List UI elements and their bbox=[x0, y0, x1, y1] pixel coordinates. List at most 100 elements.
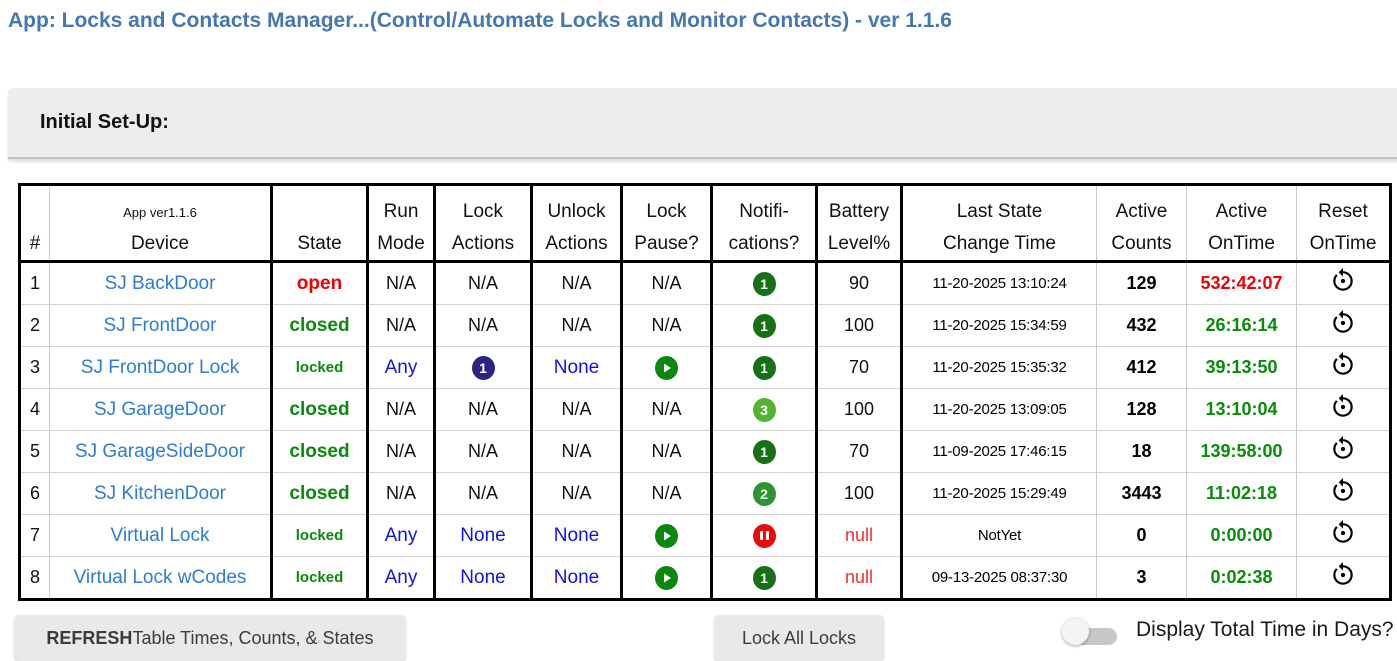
cell-notifications: 1 bbox=[712, 431, 817, 473]
cell-lock-pause: N/A bbox=[622, 431, 712, 473]
notifications-count-badge[interactable]: 2 bbox=[753, 482, 776, 506]
cell-num: 6 bbox=[20, 473, 50, 515]
lock-all-locks-button[interactable]: Lock All Locks bbox=[714, 615, 884, 661]
state-text: locked bbox=[296, 359, 344, 376]
notifications-count-badge[interactable]: 1 bbox=[753, 272, 776, 296]
lock-actions-link[interactable]: None bbox=[460, 525, 505, 546]
active-counts: 412 bbox=[1126, 357, 1156, 377]
pause-icon[interactable] bbox=[753, 524, 776, 548]
device-link[interactable]: SJ KitchenDoor bbox=[94, 483, 226, 504]
last-change-time: 11-20-2025 15:34:59 bbox=[932, 317, 1066, 334]
unlock-actions-na-text: N/A bbox=[561, 399, 591, 419]
reset-ontime-icon[interactable] bbox=[1330, 310, 1356, 336]
run-mode-na-text: N/A bbox=[386, 483, 416, 503]
cell-battery: 100 bbox=[817, 305, 902, 347]
cell-ontime: 139:58:00 bbox=[1187, 431, 1297, 473]
days-toggle[interactable] bbox=[1062, 617, 1122, 657]
active-counts: 18 bbox=[1131, 441, 1151, 461]
cell-lock-pause: N/A bbox=[622, 305, 712, 347]
run-mode-link[interactable]: Any bbox=[385, 357, 418, 378]
play-icon[interactable] bbox=[655, 524, 678, 548]
cell-run-mode: N/A bbox=[368, 305, 435, 347]
lock-actions-na-text: N/A bbox=[468, 315, 498, 335]
device-link[interactable]: SJ FrontDoor bbox=[104, 315, 217, 336]
notifications-count-badge[interactable]: 1 bbox=[753, 566, 776, 590]
lock-actions-na-text: N/A bbox=[468, 483, 498, 503]
run-mode-na-text: N/A bbox=[386, 273, 416, 293]
cell-run-mode: Any bbox=[368, 557, 435, 600]
active-counts: 0 bbox=[1136, 525, 1146, 545]
state-text: locked bbox=[296, 569, 344, 586]
run-mode-na-text: N/A bbox=[386, 441, 416, 461]
cell-lock-actions: N/A bbox=[435, 389, 532, 431]
lock-actions-link[interactable]: None bbox=[460, 567, 505, 588]
row-number: 5 bbox=[30, 441, 40, 461]
col-header-lock_pause: LockPause? bbox=[622, 185, 712, 262]
device-link[interactable]: SJ GarageDoor bbox=[94, 399, 226, 420]
reset-ontime-icon[interactable] bbox=[1330, 352, 1356, 378]
active-ontime: 11:02:18 bbox=[1206, 483, 1277, 503]
device-link[interactable]: SJ GarageSideDoor bbox=[75, 441, 245, 462]
notifications-count-badge[interactable]: 1 bbox=[753, 440, 776, 464]
notifications-count-badge[interactable]: 1 bbox=[753, 356, 776, 380]
cell-last-change: 11-20-2025 15:35:32 bbox=[902, 347, 1097, 389]
reset-ontime-icon[interactable] bbox=[1330, 562, 1356, 588]
notifications-count-badge[interactable]: 1 bbox=[753, 314, 776, 338]
cell-num: 3 bbox=[20, 347, 50, 389]
lock-actions-count-badge[interactable]: 1 bbox=[472, 356, 495, 380]
cell-ontime: 26:16:14 bbox=[1187, 305, 1297, 347]
state-text: closed bbox=[289, 441, 349, 462]
cell-last-change: 09-13-2025 08:37:30 bbox=[902, 557, 1097, 600]
toggle-knob[interactable] bbox=[1062, 618, 1089, 645]
initial-setup-bar[interactable]: Initial Set-Up: bbox=[8, 88, 1397, 159]
unlock-actions-na-text: N/A bbox=[561, 273, 591, 293]
active-ontime: 0:00:00 bbox=[1210, 525, 1272, 545]
notifications-count-badge[interactable]: 3 bbox=[753, 398, 776, 422]
reset-ontime-icon[interactable] bbox=[1330, 436, 1356, 462]
device-link[interactable]: SJ BackDoor bbox=[105, 273, 216, 294]
page-title: App: Locks and Contacts Manager...(Contr… bbox=[8, 9, 952, 33]
cell-run-mode: N/A bbox=[368, 431, 435, 473]
battery-level: 100 bbox=[844, 483, 874, 503]
active-counts: 432 bbox=[1126, 315, 1156, 335]
cell-unlock-actions: None bbox=[532, 557, 622, 600]
cell-num: 2 bbox=[20, 305, 50, 347]
active-counts: 129 bbox=[1126, 273, 1156, 293]
table-row: 6SJ KitchenDoorclosedN/AN/AN/AN/A210011-… bbox=[20, 473, 1391, 515]
run-mode-link[interactable]: Any bbox=[385, 525, 418, 546]
unlock-actions-link[interactable]: None bbox=[554, 357, 599, 378]
row-number: 7 bbox=[30, 525, 40, 545]
refresh-table-button[interactable]: REFRESH Table Times, Counts, & States bbox=[14, 615, 406, 661]
state-text: open bbox=[297, 273, 342, 294]
battery-level: null bbox=[845, 567, 873, 587]
device-link[interactable]: SJ FrontDoor Lock bbox=[81, 357, 239, 378]
unlock-actions-link[interactable]: None bbox=[554, 567, 599, 588]
reset-ontime-icon[interactable] bbox=[1330, 394, 1356, 420]
lock-pause-na-text: N/A bbox=[651, 273, 681, 293]
run-mode-link[interactable]: Any bbox=[385, 567, 418, 588]
unlock-actions-link[interactable]: None bbox=[554, 525, 599, 546]
reset-ontime-icon[interactable] bbox=[1330, 520, 1356, 546]
cell-unlock-actions: N/A bbox=[532, 431, 622, 473]
cell-lock-actions: N/A bbox=[435, 305, 532, 347]
unlock-actions-na-text: N/A bbox=[561, 483, 591, 503]
cell-last-change: 11-20-2025 15:34:59 bbox=[902, 305, 1097, 347]
play-icon[interactable] bbox=[655, 356, 678, 380]
cell-run-mode: N/A bbox=[368, 473, 435, 515]
cell-notifications bbox=[712, 515, 817, 557]
cell-reset bbox=[1297, 473, 1391, 515]
device-link[interactable]: Virtual Lock wCodes bbox=[74, 567, 247, 588]
run-mode-na-text: N/A bbox=[386, 315, 416, 335]
cell-run-mode: Any bbox=[368, 347, 435, 389]
reset-ontime-icon[interactable] bbox=[1330, 478, 1356, 504]
row-number: 3 bbox=[30, 357, 40, 377]
play-icon[interactable] bbox=[655, 566, 678, 590]
active-ontime: 26:16:14 bbox=[1205, 315, 1277, 335]
cell-lock-actions: N/A bbox=[435, 431, 532, 473]
cell-state: locked bbox=[272, 557, 368, 600]
reset-ontime-icon[interactable] bbox=[1330, 268, 1356, 294]
cell-state: closed bbox=[272, 473, 368, 515]
cell-counts: 128 bbox=[1097, 389, 1187, 431]
device-link[interactable]: Virtual Lock bbox=[111, 525, 210, 546]
cell-num: 5 bbox=[20, 431, 50, 473]
